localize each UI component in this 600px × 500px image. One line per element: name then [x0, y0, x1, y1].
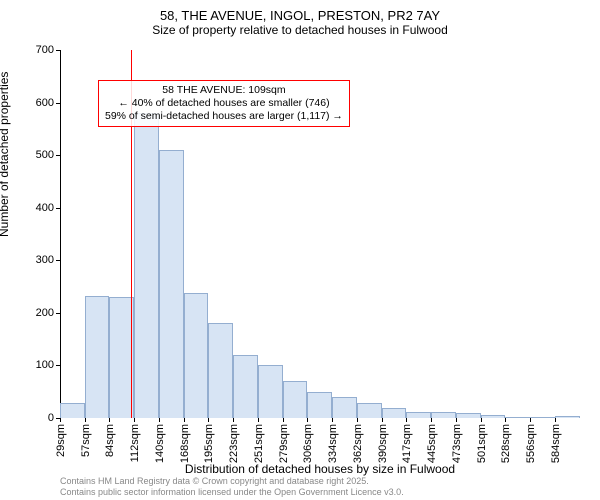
- x-tick-mark: [406, 418, 407, 422]
- x-tick-label: 390sqm: [375, 424, 389, 463]
- x-tick-label: 528sqm: [498, 424, 512, 463]
- x-tick-label: 251sqm: [251, 424, 265, 463]
- annotation-line: 58 THE AVENUE: 109sqm: [105, 84, 343, 97]
- x-tick-mark: [555, 418, 556, 422]
- x-tick-mark: [159, 418, 160, 422]
- x-tick-mark: [530, 418, 531, 422]
- histogram-bar: [85, 296, 109, 418]
- histogram-bar: [109, 297, 134, 418]
- histogram-bar: [283, 381, 307, 418]
- x-tick-label: 556sqm: [523, 424, 537, 463]
- x-tick-label: 306sqm: [300, 424, 314, 463]
- x-tick-label: 57sqm: [78, 424, 92, 457]
- histogram-bar: [456, 413, 481, 418]
- histogram-bar: [505, 417, 530, 418]
- histogram-bar: [530, 417, 555, 418]
- x-tick-label: 112sqm: [127, 424, 141, 462]
- annotation-box: 58 THE AVENUE: 109sqm← 40% of detached h…: [98, 80, 350, 127]
- x-tick-mark: [332, 418, 333, 422]
- x-tick-mark: [307, 418, 308, 422]
- histogram-bar: [60, 403, 85, 418]
- y-tick-mark: [56, 155, 60, 156]
- y-axis-line: [60, 50, 61, 418]
- chart-subtitle: Size of property relative to detached ho…: [0, 23, 600, 41]
- histogram-bar: [134, 113, 159, 418]
- x-tick-mark: [505, 418, 506, 422]
- x-tick-mark: [109, 418, 110, 422]
- y-tick-mark: [56, 208, 60, 209]
- histogram-bar: [357, 403, 382, 418]
- x-tick-mark: [208, 418, 209, 422]
- x-tick-mark: [60, 418, 61, 422]
- x-tick-label: 501sqm: [474, 424, 488, 463]
- x-tick-mark: [184, 418, 185, 422]
- x-tick-mark: [456, 418, 457, 422]
- y-tick-mark: [56, 365, 60, 366]
- x-tick-mark: [382, 418, 383, 422]
- x-tick-label: 584sqm: [548, 424, 562, 463]
- x-tick-mark: [258, 418, 259, 422]
- x-tick-mark: [134, 418, 135, 422]
- footer: Contains HM Land Registry data © Crown c…: [60, 476, 404, 498]
- x-tick-label: 334sqm: [325, 424, 339, 463]
- histogram-bar: [184, 293, 208, 418]
- histogram-bar: [481, 415, 505, 418]
- x-tick-label: 195sqm: [201, 424, 215, 463]
- histogram-bar: [555, 416, 580, 418]
- histogram-bar: [406, 412, 431, 418]
- histogram-bar: [382, 408, 406, 419]
- x-tick-mark: [431, 418, 432, 422]
- x-axis-label: Distribution of detached houses by size …: [60, 462, 580, 476]
- footer-line1: Contains HM Land Registry data © Crown c…: [60, 476, 404, 487]
- x-tick-label: 445sqm: [424, 424, 438, 463]
- histogram-bar: [233, 355, 258, 418]
- histogram-bar: [159, 150, 184, 418]
- annotation-line: 59% of semi-detached houses are larger (…: [105, 110, 343, 123]
- histogram-bar: [431, 412, 456, 418]
- x-tick-mark: [283, 418, 284, 422]
- annotation-line: ← 40% of detached houses are smaller (74…: [105, 97, 343, 110]
- x-tick-label: 362sqm: [350, 424, 364, 463]
- x-tick-label: 473sqm: [449, 424, 463, 463]
- x-tick-label: 84sqm: [102, 424, 116, 457]
- chart-title: 58, THE AVENUE, INGOL, PRESTON, PR2 7AY: [0, 0, 600, 23]
- x-tick-mark: [233, 418, 234, 422]
- x-tick-mark: [85, 418, 86, 422]
- y-tick-mark: [56, 50, 60, 51]
- x-tick-mark: [357, 418, 358, 422]
- plot-area: 010020030040050060070029sqm57sqm84sqm112…: [60, 50, 580, 418]
- histogram-bar: [332, 397, 357, 418]
- x-tick-label: 279sqm: [276, 424, 290, 463]
- histogram-bar: [307, 392, 332, 418]
- y-tick-mark: [56, 103, 60, 104]
- histogram-bar: [258, 365, 283, 418]
- footer-line2: Contains public sector information licen…: [60, 487, 404, 498]
- y-tick-mark: [56, 260, 60, 261]
- x-tick-label: 168sqm: [177, 424, 191, 463]
- x-tick-label: 417sqm: [399, 424, 413, 463]
- x-tick-label: 140sqm: [152, 424, 166, 463]
- x-tick-label: 29sqm: [53, 424, 67, 457]
- y-tick-mark: [56, 313, 60, 314]
- x-tick-label: 223sqm: [226, 424, 240, 463]
- histogram-bar: [208, 323, 233, 418]
- chart-container: 58, THE AVENUE, INGOL, PRESTON, PR2 7AY …: [0, 0, 600, 500]
- x-tick-mark: [481, 418, 482, 422]
- y-axis-label: Number of detached properties: [0, 72, 11, 237]
